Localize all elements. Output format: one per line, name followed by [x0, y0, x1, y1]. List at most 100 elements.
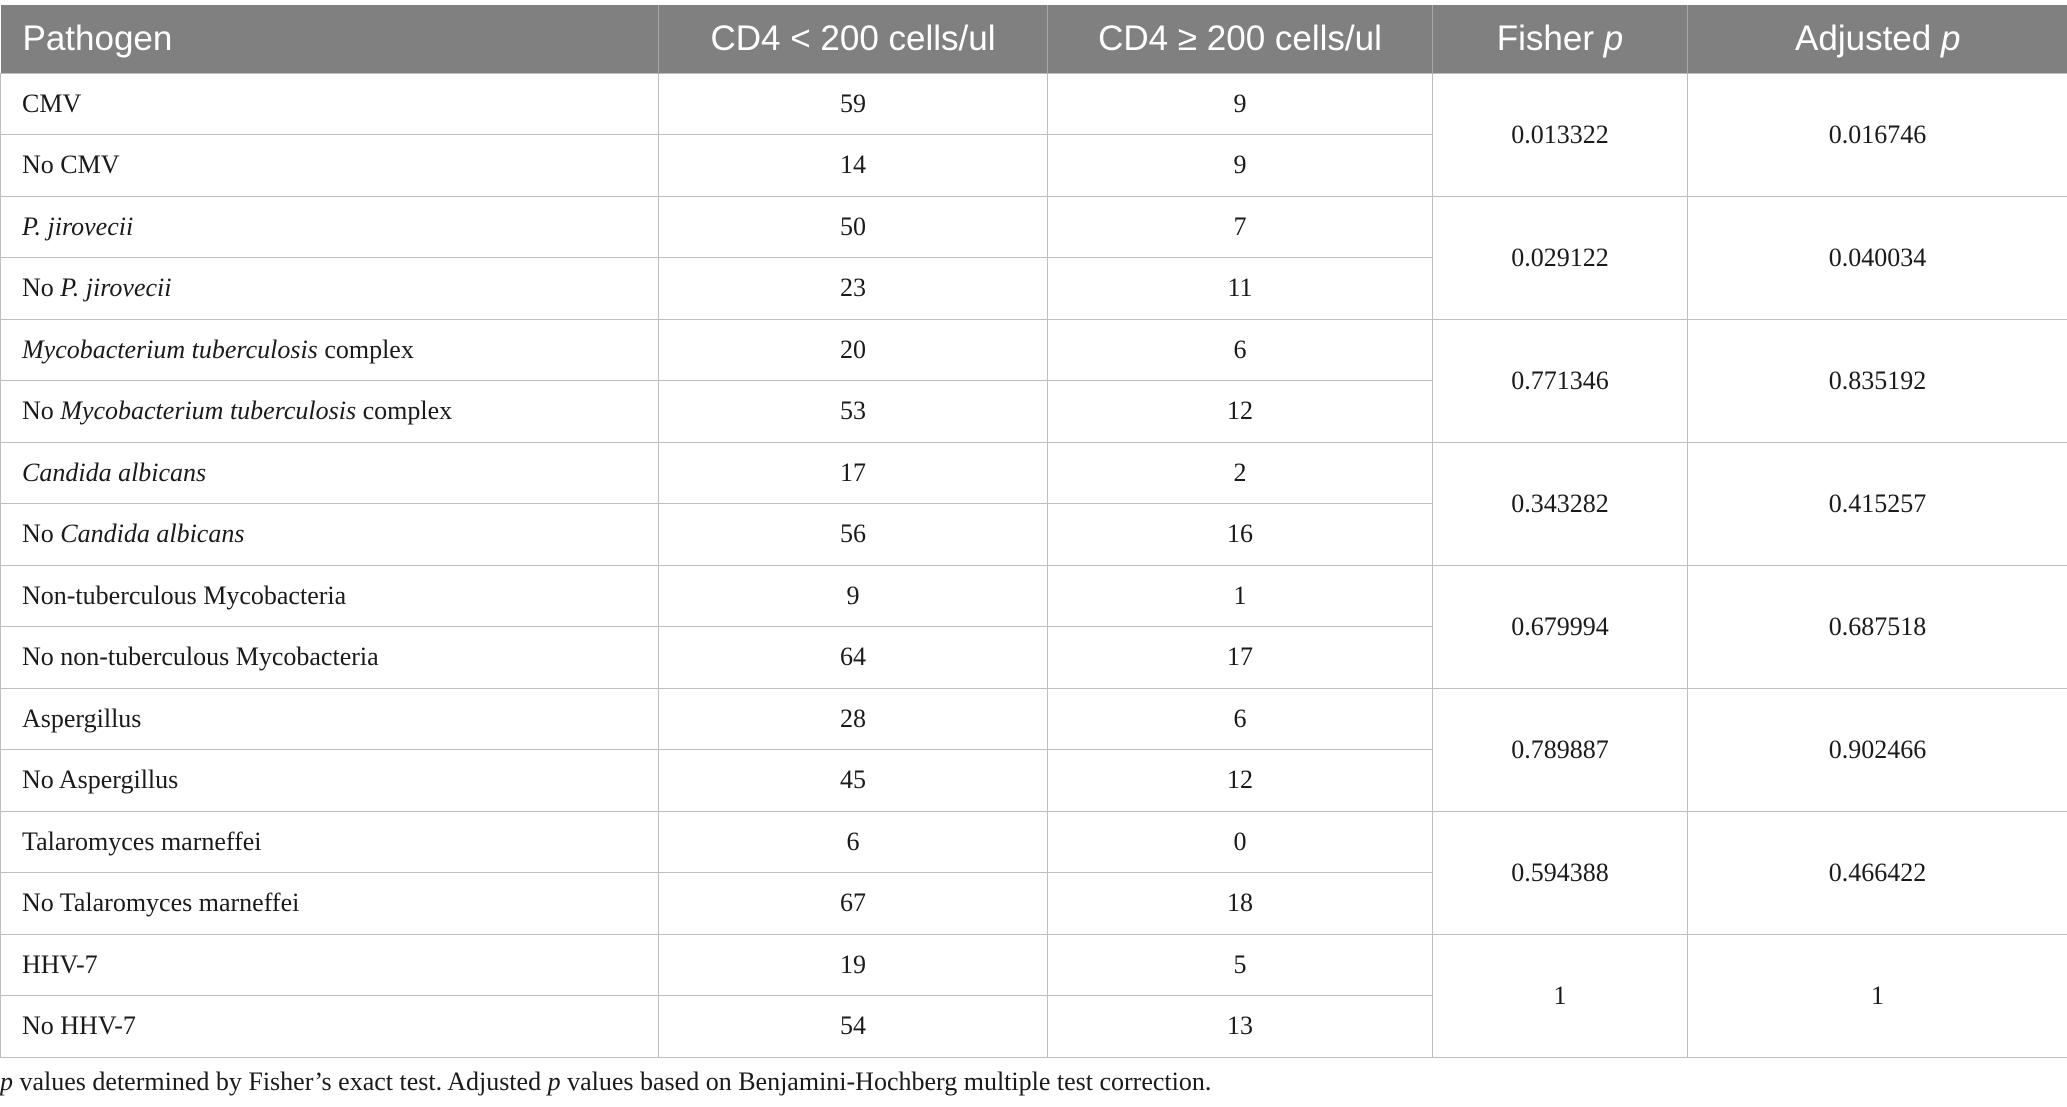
fisher-p-value: 0.594388 — [1432, 810, 1688, 935]
pathogen-cell: No Mycobacterium tuberculosis complex — [0, 380, 659, 443]
pathogen-label-post: No HHV-7 — [22, 1011, 136, 1041]
cd4-at-least-200-count: 6 — [1047, 318, 1433, 381]
pathogen-cell: Mycobacterium tuberculosis complex — [0, 318, 659, 381]
pathogen-label-post: Aspergillus — [22, 703, 142, 733]
cd4-below-200-count: 45 — [658, 749, 1048, 812]
fisher-p-value: 0.789887 — [1432, 687, 1688, 812]
adjusted-p-value: 0.040034 — [1687, 195, 2067, 320]
pathogen-cell: No Aspergillus — [0, 749, 659, 812]
pathogen-label-post: Talaromyces marneffei — [22, 826, 262, 856]
cd4-below-200-count: 19 — [658, 933, 1048, 996]
header-adjusted-word: Adjusted — [1795, 18, 1932, 58]
cd4-below-200-count: 20 — [658, 318, 1048, 381]
pathogen-label-it: Candida albicans — [22, 457, 207, 487]
table-row: Non-tuberculous Mycobacteria 9 1 0.679994 0.… — [0, 564, 2067, 689]
pathogen-label-pre: No — [22, 273, 61, 303]
table-body: CMV 59 9 0.013322 0.016746 No CMV 14 9 P. jirove… — [0, 72, 2067, 1058]
cd4-below-200-count: 64 — [658, 626, 1048, 689]
table-row: No HHV-7 54 13 — [0, 995, 2067, 1058]
pathogen-label-post: Non-tuberculous Mycobacteria — [22, 580, 347, 610]
pathogen-label-pre: No — [22, 519, 61, 549]
table-row: P. jirovecii 50 7 0.029122 0.040034 — [0, 195, 2067, 320]
cd4-at-least-200-count: 18 — [1047, 872, 1433, 935]
cd4-at-least-200-count: 13 — [1047, 995, 1433, 1058]
cd4-below-200-count: 23 — [658, 257, 1048, 320]
footnote-p-symbol: p — [0, 1067, 13, 1096]
cd4-below-200-count: 50 — [658, 195, 1048, 258]
pathogen-cell: CMV — [0, 72, 659, 135]
fisher-p-value: 1 — [1432, 933, 1688, 1058]
pathogen-cell: No HHV-7 — [0, 995, 659, 1058]
fisher-p-value: 0.343282 — [1432, 441, 1688, 566]
cd4-at-least-200-count: 9 — [1047, 134, 1433, 197]
cd4-below-200-count: 9 — [658, 564, 1048, 627]
pathogen-cell: Non-tuberculous Mycobacteria — [0, 564, 659, 627]
header-fisher-word: Fisher — [1496, 18, 1595, 58]
pathogen-label-it: P. jirovecii — [22, 211, 134, 241]
pathogen-label-it: P. jirovecii — [60, 273, 172, 303]
cd4-at-least-200-count: 1 — [1047, 564, 1433, 627]
footnote-text-2: values based on Benjamini-Hochberg multi… — [560, 1067, 1212, 1096]
table-row: Candida albicans 17 2 0.343282 0.415257 — [0, 441, 2067, 566]
fisher-p-value: 0.771346 — [1432, 318, 1688, 443]
cd4-at-least-200-count: 7 — [1047, 195, 1433, 258]
pathogen-cell: Talaromyces marneffei — [0, 810, 659, 873]
pathogen-label-post: No CMV — [22, 150, 120, 180]
cd4-below-200-count: 59 — [658, 72, 1048, 135]
adjusted-p-value: 0.415257 — [1687, 441, 2067, 566]
footnote-p-symbol-2: p — [547, 1067, 561, 1096]
pathogen-cell: No Talaromyces marneffei — [0, 872, 659, 935]
header-row: Pathogen CD4 < 200 cells/ul CD4 ≥ 200 ce… — [0, 5, 2067, 73]
pathogen-label-post: complex — [356, 396, 453, 426]
pathogen-label-it: Candida albicans — [60, 519, 245, 549]
header-adjusted-p-symbol: p — [1940, 18, 1961, 58]
adjusted-p-value: 0.016746 — [1687, 72, 2067, 197]
pathogen-cell: Candida albicans — [0, 441, 659, 504]
table-footnote: p values determined by Fisher’s exact te… — [0, 1067, 1211, 1097]
adjusted-p-value: 1 — [1687, 933, 2067, 1058]
cd4-at-least-200-count: 5 — [1047, 933, 1433, 996]
cd4-below-200-count: 14 — [658, 134, 1048, 197]
pathogen-label-it: Mycobacterium tuberculosis — [22, 334, 318, 364]
cd4-below-200-count: 56 — [658, 503, 1048, 566]
table-row: HHV-7 19 5 1 1 — [0, 933, 2067, 1058]
header-cd4-at-least-200: CD4 ≥ 200 cells/ul — [1047, 5, 1433, 73]
fisher-p-value: 0.029122 — [1432, 195, 1688, 320]
cd4-below-200-count: 28 — [658, 687, 1048, 750]
cd4-at-least-200-count: 2 — [1047, 441, 1433, 504]
header-pathogen: Pathogen — [0, 5, 659, 73]
table-row: No P. jirovecii 23 11 — [0, 257, 2067, 320]
cd4-below-200-count: 6 — [658, 810, 1048, 873]
cd4-below-200-count: 17 — [658, 441, 1048, 504]
footnote-text-1: values determined by Fisher’s exact test… — [13, 1067, 548, 1096]
pathogen-cell: HHV-7 — [0, 933, 659, 996]
cd4-below-200-count: 67 — [658, 872, 1048, 935]
table-row: No CMV 14 9 — [0, 134, 2067, 197]
pathogen-label-post: HHV-7 — [22, 949, 98, 979]
table-row: No Mycobacterium tuberculosis complex 53 1… — [0, 380, 2067, 443]
pathogen-label-it: Mycobacterium tuberculosis — [60, 396, 357, 426]
table-header: Pathogen CD4 < 200 cells/ul CD4 ≥ 200 ce… — [0, 5, 2067, 73]
pathogen-label-post: complex — [317, 334, 414, 364]
pathogen-label-post: No Aspergillus — [22, 765, 179, 795]
header-adjusted-p: Adjusted p — [1687, 5, 2067, 73]
pathogen-cell: No Candida albicans — [0, 503, 659, 566]
pathogen-cell: Aspergillus — [0, 687, 659, 750]
pathogen-label-post: CMV — [22, 88, 82, 118]
fisher-p-value: 0.013322 — [1432, 72, 1688, 197]
pathogen-label-pre: No — [22, 396, 61, 426]
pathogen-cell: P. jirovecii — [0, 195, 659, 258]
pathogen-label-post: No non-tuberculous Mycobacteria — [22, 642, 379, 672]
header-fisher-p-symbol: p — [1603, 18, 1624, 58]
cd4-at-least-200-count: 0 — [1047, 810, 1433, 873]
adjusted-p-value: 0.466422 — [1687, 810, 2067, 935]
pathogen-cell: No P. jirovecii — [0, 257, 659, 320]
pathogen-table: Pathogen CD4 < 200 cells/ul CD4 ≥ 200 ce… — [0, 5, 2067, 1058]
cd4-at-least-200-count: 9 — [1047, 72, 1433, 135]
table-row: Mycobacterium tuberculosis complex 20 6 0.7… — [0, 318, 2067, 443]
fisher-p-value: 0.679994 — [1432, 564, 1688, 689]
header-fisher-p: Fisher p — [1432, 5, 1688, 73]
table-row: Aspergillus 28 6 0.789887 0.902466 — [0, 687, 2067, 812]
pathogen-label-post: No Talaromyces marneffei — [22, 888, 300, 918]
cd4-at-least-200-count: 11 — [1047, 257, 1433, 320]
